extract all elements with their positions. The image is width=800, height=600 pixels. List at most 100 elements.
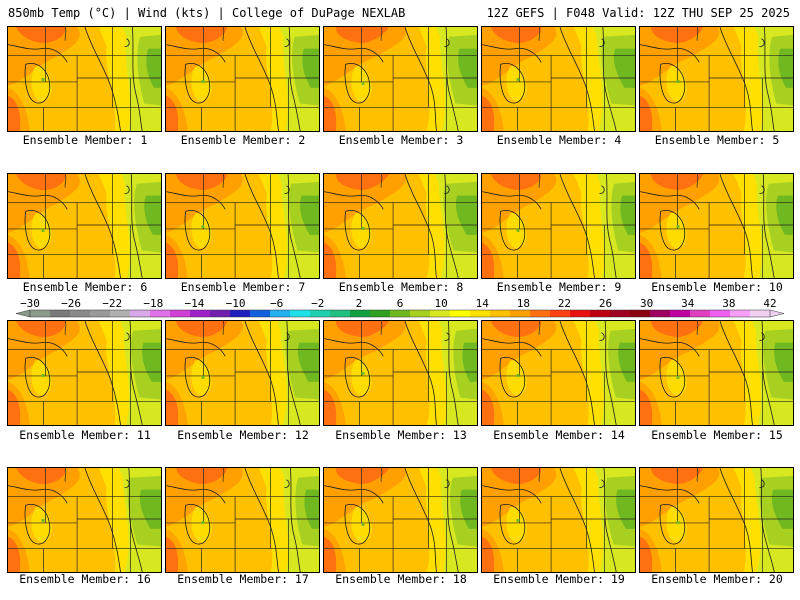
ensemble-member-map: [481, 173, 636, 279]
colorbar-tick-label: −22: [102, 298, 122, 310]
ensemble-member-map: [165, 467, 320, 573]
ensemble-member-label: Ensemble Member: 4: [496, 133, 622, 147]
ensemble-member-label: Ensemble Member: 10: [651, 280, 783, 294]
ensemble-member-label: Ensemble Member: 2: [180, 133, 306, 147]
colorbar-swatch: [650, 310, 671, 317]
colorbar-swatch: [130, 310, 151, 317]
header-title-right: 12Z GEFS | F048 Valid: 12Z THU SEP 25 20…: [486, 6, 790, 20]
colorbar-svg: −30 −26 −22 −18 −14 −10 −6 −2 2 6 10 14 18 22 26 30 34 38…: [15, 297, 785, 318]
colorbar-swatch: [190, 310, 211, 317]
ensemble-member-label: Ensemble Member: 8: [338, 280, 464, 294]
colorbar-swatch: [470, 310, 491, 317]
ensemble-member-map: [323, 467, 478, 573]
colorbar-tick-label: 2: [356, 298, 363, 310]
colorbar-tick-label: 34: [681, 298, 695, 310]
colorbar-tick-label: −6: [270, 298, 283, 310]
colorbar-swatch: [510, 310, 531, 317]
ensemble-member-map: [165, 320, 320, 426]
ensemble-member-map: [639, 173, 794, 279]
ensemble-member-label: Ensemble Member: 17: [177, 572, 309, 586]
ensemble-member-label: Ensemble Member: 18: [335, 572, 467, 586]
colorbar-tick-label: −10: [226, 298, 246, 310]
colorbar-tick-label: 18: [517, 298, 530, 310]
colorbar-tick-label: −30: [20, 298, 40, 310]
colorbar-swatch: [70, 310, 91, 317]
ensemble-member-map: [481, 320, 636, 426]
colorbar-swatch: [370, 310, 391, 317]
ensemble-member-label: Ensemble Member: 20: [651, 572, 783, 586]
colorbar-tick-label: −26: [61, 298, 81, 310]
ensemble-member-label: Ensemble Member: 11: [19, 428, 151, 442]
colorbar-tick-label: 22: [558, 298, 571, 310]
colorbar-swatch: [530, 310, 551, 317]
ensemble-member-label: Ensemble Member: 16: [19, 572, 151, 586]
colorbar-swatch: [730, 310, 751, 317]
colorbar-swatch: [210, 310, 231, 317]
colorbar-outline: [29, 309, 771, 318]
temperature-colorbar: −30 −26 −22 −18 −14 −10 −6 −2 2 6 10 14 18 22 26 30 34 38…: [14, 297, 786, 320]
ensemble-member-label: Ensemble Member: 7: [180, 280, 306, 294]
ensemble-member-label: Ensemble Member: 19: [493, 572, 625, 586]
ensemble-member-map: [323, 320, 478, 426]
colorbar-swatch: [250, 310, 271, 317]
ensemble-member-label: Ensemble Member: 5: [654, 133, 780, 147]
colorbar-swatch: [410, 310, 431, 317]
ensemble-member-map: [639, 320, 794, 426]
colorbar-tick-label: 38: [722, 298, 735, 310]
colorbar-tick-label: −18: [143, 298, 163, 310]
ensemble-member-label: Ensemble Member: 9: [496, 280, 622, 294]
ensemble-member-label: Ensemble Member: 13: [335, 428, 467, 442]
colorbar-swatch: [50, 310, 71, 317]
colorbar-swatch: [110, 310, 131, 317]
colorbar-swatch: [450, 310, 471, 317]
ensemble-member-label: Ensemble Member: 15: [651, 428, 783, 442]
colorbar-swatch: [750, 310, 771, 317]
colorbar-swatch: [30, 310, 51, 317]
colorbar-swatch: [390, 310, 411, 317]
ensemble-member-label: Ensemble Member: 14: [493, 428, 625, 442]
colorbar-swatch: [310, 310, 331, 317]
colorbar-swatch: [630, 310, 651, 317]
header-title-left: 850mb Temp (°C) | Wind (kts) | College o…: [8, 6, 406, 20]
colorbar-swatch: [570, 310, 591, 317]
colorbar-swatch: [550, 310, 571, 317]
ensemble-member-map: [323, 173, 478, 279]
colorbar-tick-label: −14: [185, 298, 205, 310]
ensemble-member-map: [323, 26, 478, 132]
colorbar-swatch: [590, 310, 611, 317]
ensemble-member-map: [7, 467, 162, 573]
colorbar-tick-label: 14: [476, 298, 490, 310]
colorbar-swatch: [270, 310, 291, 317]
colorbar-tick-label: −2: [311, 298, 324, 310]
colorbar-arrow-left: [15, 309, 31, 318]
colorbar-tick-label: 30: [640, 298, 653, 310]
ensemble-member-map: [165, 173, 320, 279]
colorbar-swatch: [290, 310, 311, 317]
colorbar-tick-label: 10: [434, 298, 447, 310]
ensemble-member-label: Ensemble Member: 3: [338, 133, 464, 147]
ensemble-member-map: [481, 467, 636, 573]
colorbar-swatch: [610, 310, 631, 317]
colorbar-swatch: [690, 310, 711, 317]
ensemble-member-map: [7, 26, 162, 132]
colorbar-swatch: [330, 310, 351, 317]
colorbar-swatch: [230, 310, 251, 317]
colorbar-swatch: [170, 310, 191, 317]
colorbar-swatch: [670, 310, 691, 317]
ensemble-member-map: [481, 26, 636, 132]
ensemble-member-map: [165, 26, 320, 132]
colorbar-swatch: [710, 310, 731, 317]
ensemble-member-map: [639, 467, 794, 573]
ensemble-member-map: [7, 320, 162, 426]
ensemble-member-label: Ensemble Member: 12: [177, 428, 309, 442]
colorbar-arrow-right: [769, 309, 785, 318]
ensemble-member-label: Ensemble Member: 6: [22, 280, 148, 294]
colorbar-tick-label: 42: [763, 298, 776, 310]
colorbar-tick-label: 6: [397, 298, 404, 310]
ensemble-member-label: Ensemble Member: 1: [22, 133, 148, 147]
ensemble-member-map: [639, 26, 794, 132]
colorbar-swatch: [430, 310, 451, 317]
ensemble-member-map: [7, 173, 162, 279]
colorbar-swatch: [490, 310, 511, 317]
colorbar-swatch: [90, 310, 111, 317]
